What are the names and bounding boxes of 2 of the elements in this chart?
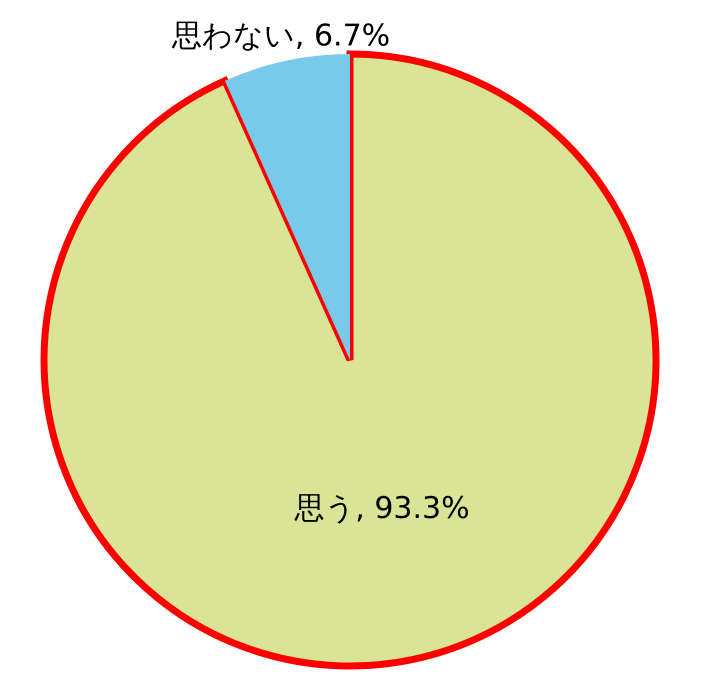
slice-label: 思わない, 6.7% bbox=[170, 18, 390, 54]
slice-label: 思う, 93.3% bbox=[293, 490, 470, 526]
